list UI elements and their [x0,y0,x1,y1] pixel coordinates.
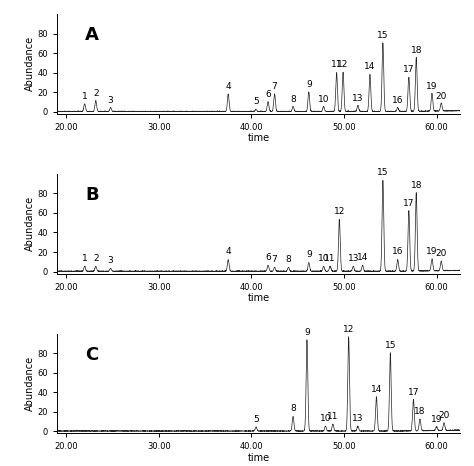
X-axis label: time: time [247,453,269,463]
Text: 19: 19 [426,247,438,256]
Text: 13: 13 [347,254,359,263]
Text: 8: 8 [285,255,292,264]
Text: 17: 17 [408,388,419,397]
Text: 10: 10 [320,414,331,423]
Text: 14: 14 [364,62,375,71]
Text: 4: 4 [226,82,231,91]
Y-axis label: Abundance: Abundance [25,356,35,411]
Text: 20: 20 [438,411,450,420]
Text: 14: 14 [357,254,368,262]
Text: 11: 11 [324,254,336,263]
Y-axis label: Abundance: Abundance [25,196,35,251]
Text: 18: 18 [414,407,426,416]
Text: 18: 18 [410,181,422,190]
Text: 6: 6 [265,254,271,262]
Text: 6: 6 [265,89,271,99]
Text: 5: 5 [253,97,259,107]
Text: A: A [85,26,99,44]
Text: B: B [85,186,99,204]
Text: 3: 3 [108,256,113,265]
Text: 15: 15 [377,31,389,40]
Text: 18: 18 [410,46,422,55]
Text: 7: 7 [272,82,277,91]
Text: 5: 5 [253,415,259,424]
Text: 7: 7 [272,255,277,264]
X-axis label: time: time [247,133,269,143]
Text: 11: 11 [331,60,342,69]
Text: 2: 2 [93,89,99,98]
Text: 12: 12 [343,325,355,334]
Text: 12: 12 [334,207,345,216]
Text: 2: 2 [93,254,99,263]
Text: 17: 17 [403,65,415,74]
Text: 20: 20 [436,249,447,259]
Text: 9: 9 [304,328,310,337]
Text: 14: 14 [371,385,382,394]
Text: 13: 13 [352,414,364,423]
Text: 8: 8 [290,404,296,413]
Text: 1: 1 [82,254,88,263]
Text: 17: 17 [403,199,415,207]
Text: 9: 9 [306,80,312,89]
Text: 20: 20 [436,92,447,101]
Text: 9: 9 [306,250,312,260]
Text: 16: 16 [392,247,403,256]
Text: 8: 8 [290,95,296,103]
Text: 15: 15 [384,341,396,350]
Text: 10: 10 [318,95,329,103]
Text: 4: 4 [226,247,231,256]
Text: C: C [85,345,98,363]
Text: 19: 19 [431,415,442,424]
Text: 1: 1 [82,92,88,101]
Text: 12: 12 [337,60,349,69]
Text: 13: 13 [352,94,364,103]
Text: 11: 11 [327,412,338,421]
X-axis label: time: time [247,293,269,303]
Text: 10: 10 [318,254,329,263]
Text: 16: 16 [392,96,403,104]
Y-axis label: Abundance: Abundance [25,36,35,91]
Text: 19: 19 [426,82,438,91]
Text: 3: 3 [108,96,113,104]
Text: 15: 15 [377,168,389,177]
